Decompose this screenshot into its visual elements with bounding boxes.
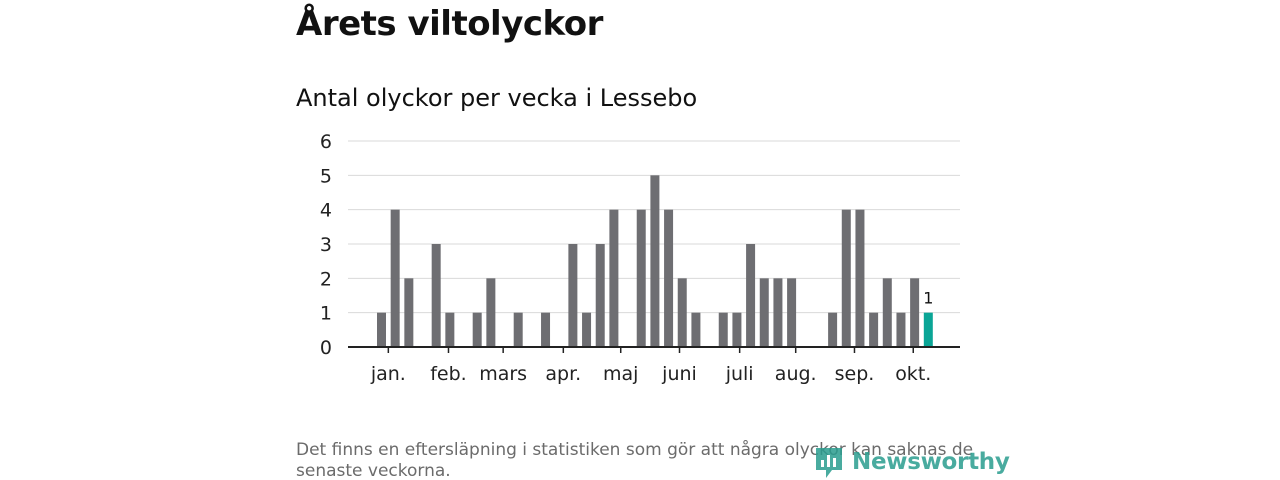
x-tick-label: sep. — [835, 363, 875, 385]
bar — [910, 278, 920, 347]
bar — [568, 244, 578, 347]
x-tick-label: apr. — [545, 363, 581, 385]
y-tick-label: 5 — [320, 165, 332, 187]
bar — [691, 312, 701, 347]
newsworthy-logo: Newsworthy — [814, 444, 1010, 480]
x-tick-label: aug. — [775, 363, 817, 385]
bar — [582, 312, 592, 347]
bar — [650, 175, 660, 347]
bar — [377, 312, 386, 347]
bar — [896, 312, 906, 347]
y-tick-label: 2 — [320, 268, 332, 290]
bar — [855, 209, 865, 347]
x-tick-label: maj — [603, 363, 638, 385]
x-tick-label: feb. — [430, 363, 466, 385]
bar — [390, 209, 400, 347]
bar — [595, 244, 605, 347]
bar — [759, 278, 769, 347]
bar — [541, 312, 551, 347]
bar — [773, 278, 783, 347]
bar — [869, 312, 879, 347]
x-tick-label: okt. — [895, 363, 931, 385]
bar — [431, 244, 441, 347]
x-tick-label: juni — [661, 363, 697, 385]
bar — [746, 244, 756, 347]
bar — [718, 312, 728, 347]
page-title: Årets viltolyckor — [296, 4, 603, 44]
bar — [472, 312, 482, 347]
bar — [486, 278, 496, 347]
bar — [609, 209, 619, 347]
y-tick-label: 4 — [320, 200, 332, 222]
bar — [787, 278, 797, 347]
footnote: Det finns en eftersläpning i statistiken… — [296, 440, 974, 480]
bar-value-label: 1 — [923, 289, 933, 308]
y-tick-label: 1 — [320, 303, 332, 325]
bar — [445, 312, 455, 347]
y-tick-label: 0 — [320, 337, 332, 359]
x-tick-label: juli — [725, 363, 754, 385]
y-tick-label: 3 — [320, 234, 332, 256]
x-tick-label: mars — [479, 363, 527, 385]
bar — [664, 209, 674, 347]
bar — [732, 312, 742, 347]
bar — [828, 312, 838, 347]
bar — [841, 209, 851, 347]
newsworthy-logo-icon — [816, 448, 842, 478]
bar — [677, 278, 687, 347]
bar — [882, 278, 892, 347]
x-tick-label: jan. — [370, 363, 406, 385]
bar — [636, 209, 646, 347]
y-tick-label: 6 — [320, 131, 332, 153]
newsworthy-logo-text: Newsworthy — [852, 449, 1010, 475]
bar — [513, 312, 523, 347]
chart-subtitle: Antal olyckor per vecka i Lessebo — [296, 84, 698, 112]
bar-highlight — [923, 312, 933, 347]
bar — [404, 278, 414, 347]
